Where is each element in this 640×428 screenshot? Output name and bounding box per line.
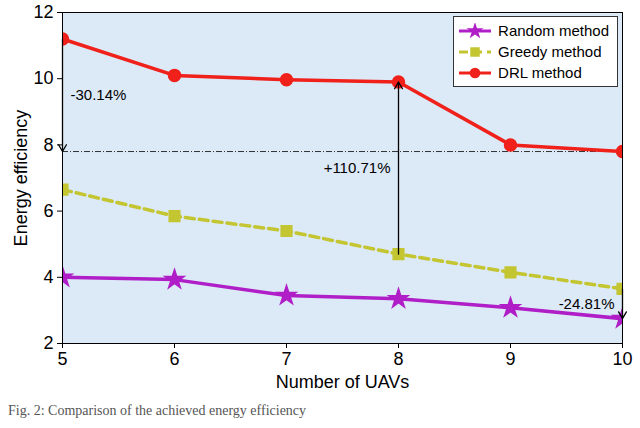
svg-text:6: 6 [43, 201, 53, 221]
svg-text:Energy efficiency: Energy efficiency [11, 110, 31, 247]
svg-text:10: 10 [33, 68, 53, 88]
html-text:Greedy method: Greedy method [498, 43, 602, 60]
svg-text:+110.71%: +110.71% [324, 159, 391, 176]
html-text:Fig. 2: Comparison of the achi: Fig. 2: Comparison of the achieved energ… [8, 403, 307, 418]
svg-text:8: 8 [43, 135, 53, 155]
svg-text:4: 4 [43, 267, 53, 287]
svg-text:-30.14%: -30.14% [71, 86, 127, 103]
svg-text:10: 10 [612, 349, 632, 369]
html-text:DRL method: DRL method [498, 64, 582, 81]
svg-text:5: 5 [57, 349, 67, 369]
svg-text:Number of UAVs: Number of UAVs [276, 372, 410, 392]
html-text:Random method: Random method [498, 22, 609, 39]
svg-text:2: 2 [43, 333, 53, 353]
svg-text:-24.81%: -24.81% [559, 295, 615, 312]
svg-text:8: 8 [393, 349, 403, 369]
svg-text:7: 7 [281, 349, 291, 369]
svg-text:9: 9 [505, 349, 515, 369]
svg-text:12: 12 [33, 2, 53, 22]
svg-text:6: 6 [169, 349, 179, 369]
